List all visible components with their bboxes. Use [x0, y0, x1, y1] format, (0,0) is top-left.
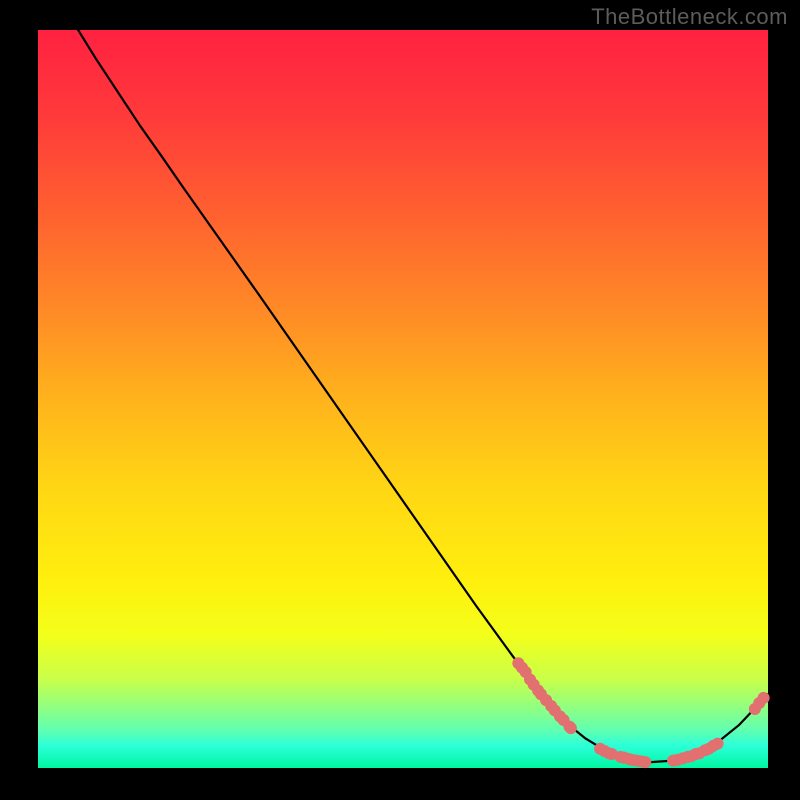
chart-container: TheBottleneck.com	[0, 0, 800, 800]
data-marker	[640, 757, 651, 768]
watermark-text: TheBottleneck.com	[591, 4, 788, 30]
data-marker	[758, 692, 769, 703]
chart-overlay	[0, 0, 800, 800]
bottleneck-curve	[78, 30, 768, 762]
data-marker	[565, 723, 576, 734]
data-marker	[712, 738, 723, 749]
